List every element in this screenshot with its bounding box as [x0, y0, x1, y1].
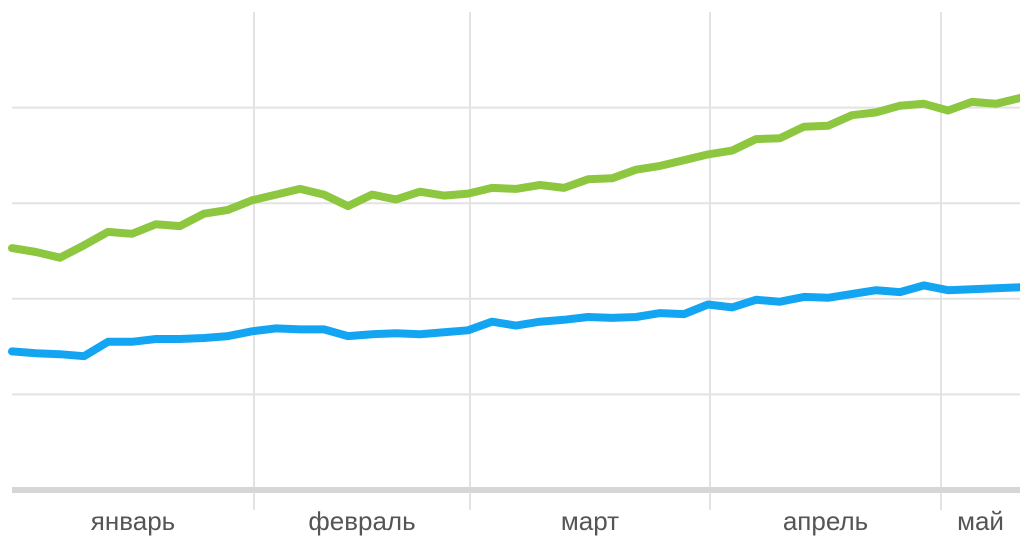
x-tick-label: январь	[91, 506, 175, 536]
x-tick-label: февраль	[308, 506, 415, 536]
x-tick-label: март	[561, 506, 619, 536]
x-tick-label: апрель	[783, 506, 868, 536]
x-tick-label: май	[957, 506, 1004, 536]
series-line	[8, 281, 1020, 361]
series-line	[8, 94, 1020, 262]
